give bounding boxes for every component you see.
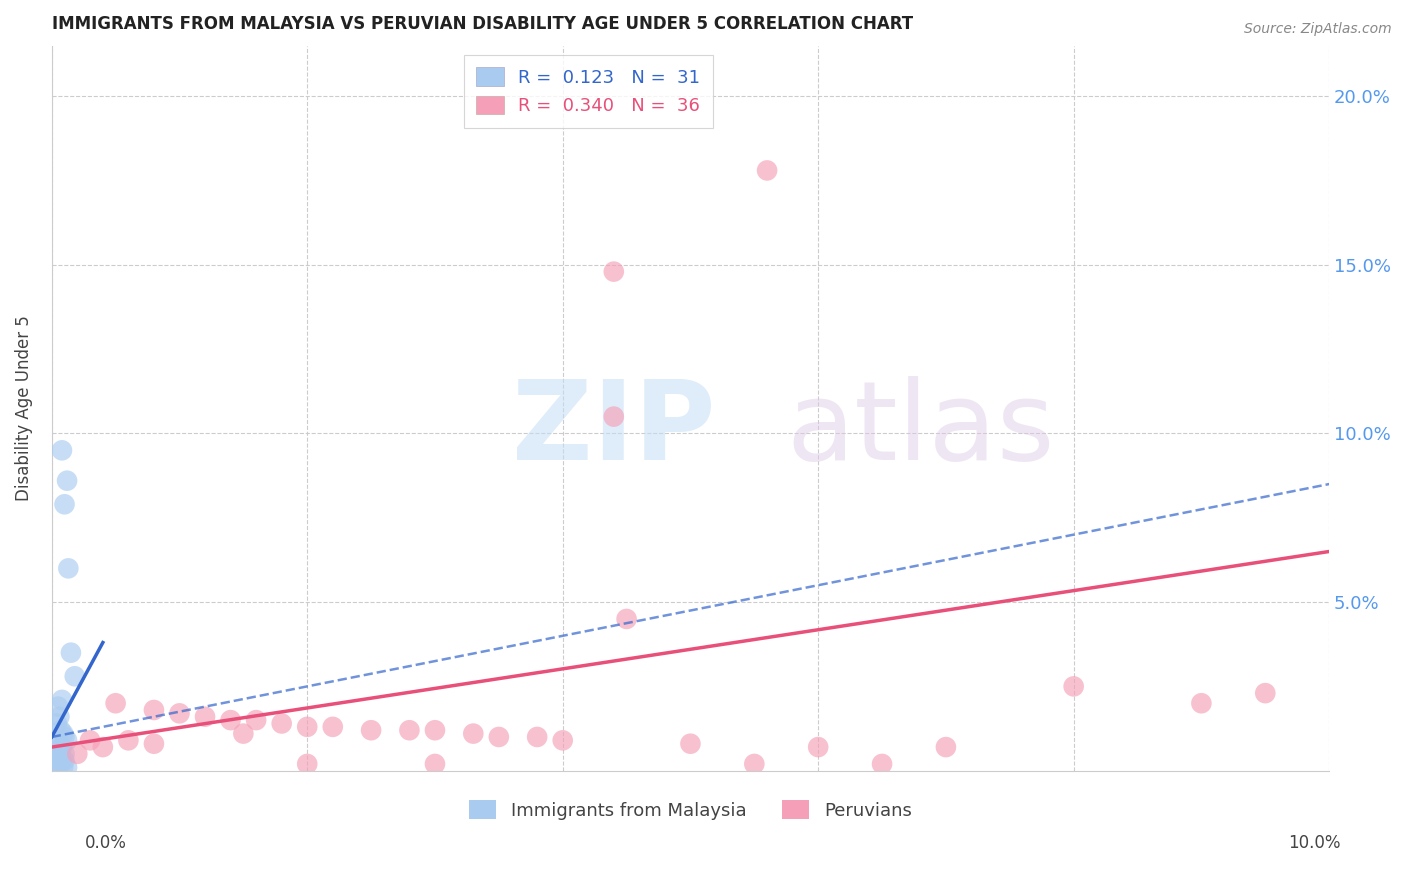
Text: 0.0%: 0.0% [84, 834, 127, 852]
Point [194, 710, 217, 724]
Point [46, 737, 69, 751]
Point [48, 754, 70, 768]
Point [463, 726, 485, 740]
Point [51, 443, 73, 458]
Point [51, 754, 73, 768]
Point [104, 696, 127, 710]
Legend: Immigrants from Malaysia, Peruvians: Immigrants from Malaysia, Peruvians [463, 793, 920, 827]
Point [51, 740, 73, 755]
Point [53, 497, 76, 511]
Point [142, 737, 165, 751]
Point [45, 716, 67, 731]
Text: ZIP: ZIP [512, 376, 716, 483]
Y-axis label: Disability Age Under 5: Disability Age Under 5 [15, 315, 32, 501]
Point [56, 760, 79, 774]
Point [48, 710, 70, 724]
Point [66, 747, 89, 761]
Point [603, 264, 626, 278]
Point [53, 754, 76, 768]
Point [49, 723, 72, 738]
Point [232, 726, 254, 740]
Point [169, 706, 191, 721]
Point [1189, 696, 1212, 710]
Point [59, 646, 82, 660]
Text: atlas: atlas [786, 376, 1054, 483]
Point [46, 756, 69, 771]
Point [360, 723, 382, 738]
Point [297, 756, 319, 771]
Point [679, 737, 702, 751]
Point [526, 730, 548, 744]
Point [1254, 686, 1277, 700]
Point [53, 730, 76, 744]
Point [52, 760, 75, 774]
Point [45, 750, 67, 764]
Point [51, 693, 73, 707]
Point [423, 756, 446, 771]
Point [423, 723, 446, 738]
Point [56, 474, 79, 488]
Point [79, 733, 101, 747]
Point [49, 747, 72, 761]
Point [488, 730, 510, 744]
Point [45, 756, 67, 771]
Point [935, 740, 957, 755]
Point [297, 720, 319, 734]
Point [56, 733, 79, 747]
Point [756, 163, 779, 178]
Point [45, 740, 67, 755]
Point [45, 750, 67, 764]
Point [58, 561, 80, 575]
Point [117, 733, 139, 747]
Point [603, 409, 626, 424]
Point [1063, 679, 1085, 693]
Point [46, 699, 69, 714]
Point [219, 713, 242, 727]
Point [52, 726, 75, 740]
Point [270, 716, 292, 731]
Point [49, 756, 72, 771]
Point [63, 669, 86, 683]
Point [45, 743, 67, 757]
Point [322, 720, 344, 734]
Text: 10.0%: 10.0% [1288, 834, 1341, 852]
Point [53, 747, 76, 761]
Point [245, 713, 267, 727]
Text: IMMIGRANTS FROM MALAYSIA VS PERUVIAN DISABILITY AGE UNDER 5 CORRELATION CHART: IMMIGRANTS FROM MALAYSIA VS PERUVIAN DIS… [52, 15, 912, 33]
Point [398, 723, 420, 738]
Point [91, 740, 114, 755]
Point [807, 740, 830, 755]
Point [616, 612, 638, 626]
Point [142, 703, 165, 717]
Point [551, 733, 574, 747]
Point [870, 756, 893, 771]
Point [742, 756, 765, 771]
Point [45, 747, 67, 761]
Text: Source: ZipAtlas.com: Source: ZipAtlas.com [1244, 22, 1392, 37]
